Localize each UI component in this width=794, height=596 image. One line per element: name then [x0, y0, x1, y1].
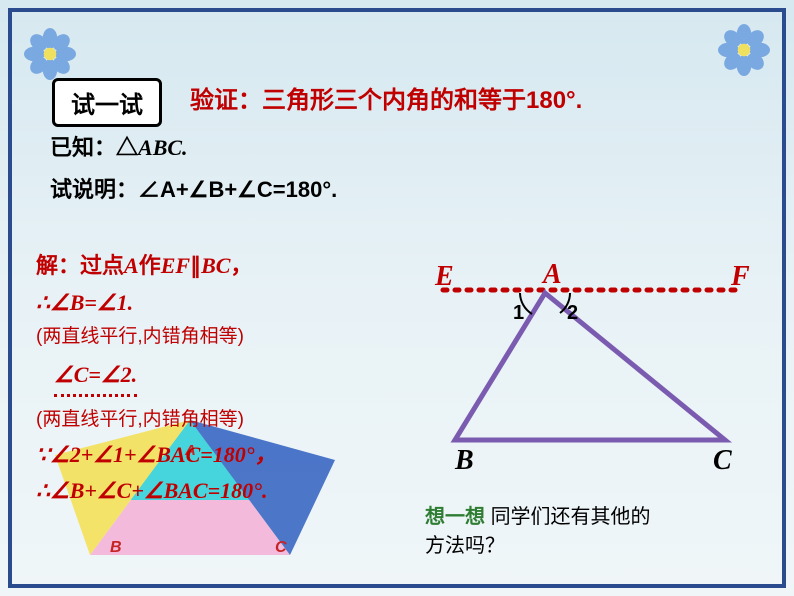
known-prefix: 已知：△: [50, 135, 138, 160]
flower-tl: [24, 28, 76, 80]
sol-line5: ∴∠B+∠C+∠BAC=180°.: [36, 473, 277, 508]
sol-reason2: (两直线平行,内错角相等): [36, 405, 277, 435]
sol-line3: ∠C=∠2.: [54, 357, 277, 397]
solution-block: 解：过点A作EF∥BC， ∴∠B=∠1. (两直线平行,内错角相等) ∠C=∠2…: [36, 248, 277, 508]
triangle-diagram: E A F B C 1 2: [415, 255, 765, 475]
flower-tr: [718, 24, 770, 76]
label-F: F: [730, 261, 750, 292]
label-C: C: [713, 445, 732, 476]
think-text1: 同学们还有其他的: [491, 506, 651, 528]
label-1: 1: [513, 302, 524, 324]
sol-line1: 解：过点A作EF∥BC，: [36, 248, 277, 283]
try-box: 试一试: [52, 78, 162, 127]
known-line: 已知：△ABC.: [50, 130, 188, 162]
label-A: A: [541, 259, 562, 290]
think-label: 想一想: [425, 506, 485, 528]
sol-line4: ∵∠2+∠1+∠BAC=180°，: [36, 437, 277, 472]
try-label: 试一试: [71, 92, 143, 119]
label-B: B: [454, 445, 474, 476]
think-text2: 方法吗？: [425, 535, 505, 557]
known-abc: ABC.: [138, 135, 188, 160]
sol-reason1: (两直线平行,内错角相等): [36, 322, 277, 352]
heading: 验证：三角形三个内角的和等于180°.: [190, 80, 582, 115]
triangle-ABC: [455, 293, 725, 440]
label-2: 2: [567, 302, 578, 324]
think-block: 想一想 同学们还有其他的 方法吗？: [425, 500, 651, 558]
prove-line: 试说明：∠A+∠B+∠C=180°.: [50, 172, 337, 204]
sol-line2: ∴∠B=∠1.: [36, 285, 277, 320]
label-E: E: [434, 261, 454, 292]
